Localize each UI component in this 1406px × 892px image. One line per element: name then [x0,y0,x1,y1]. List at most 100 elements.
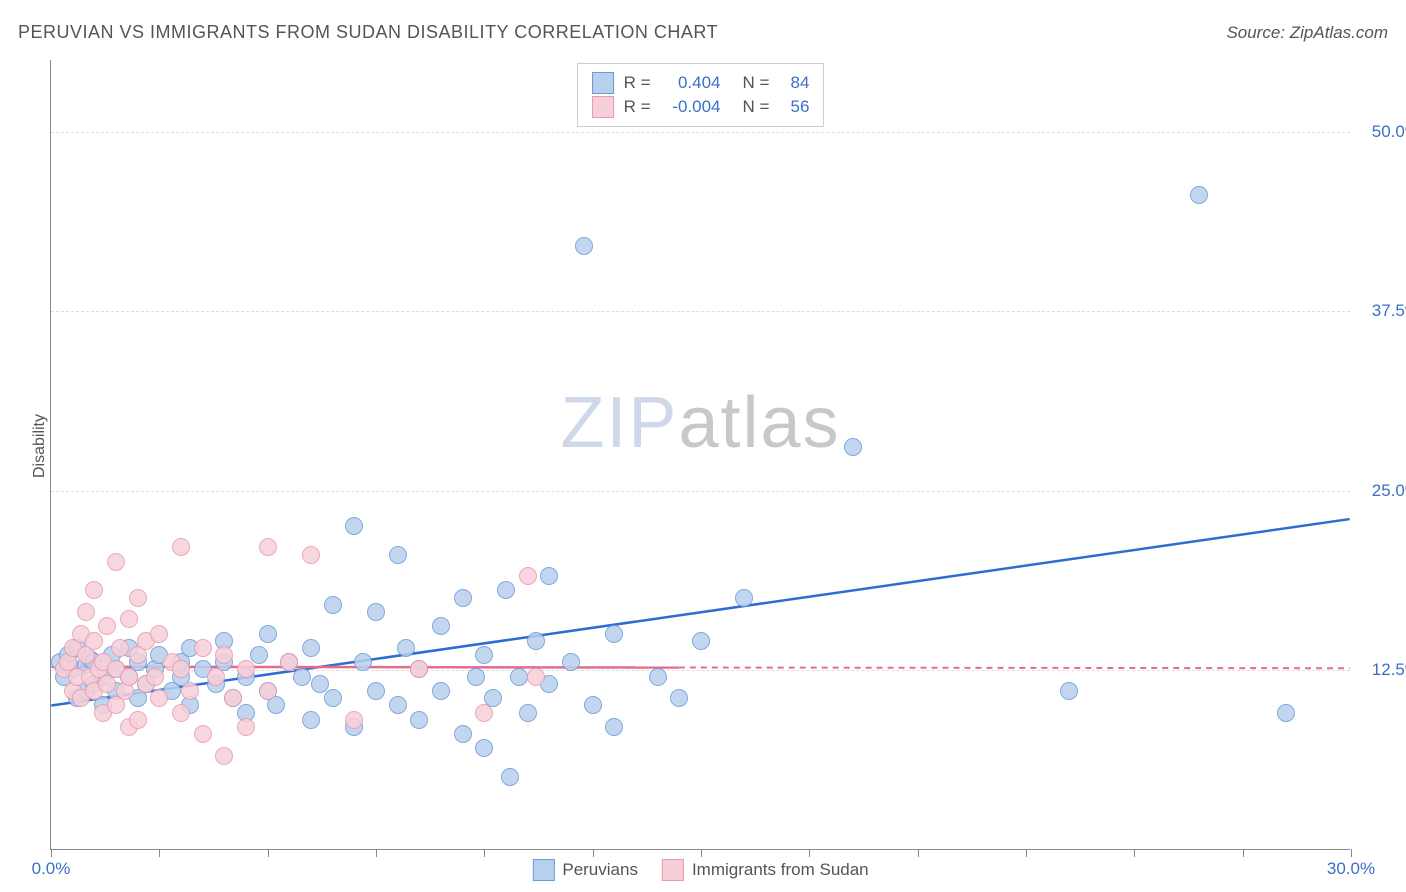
x-tick [1351,849,1352,857]
data-point [519,567,537,585]
series-swatch [592,72,614,94]
data-point [129,711,147,729]
gridline [51,491,1350,492]
data-point [510,668,528,686]
data-point [120,610,138,628]
data-point [389,696,407,714]
data-point [410,660,428,678]
data-point [237,718,255,736]
data-point [111,639,129,657]
data-point [540,567,558,585]
data-point [302,711,320,729]
data-point [324,596,342,614]
data-point [367,682,385,700]
data-point [98,617,116,635]
data-point [345,711,363,729]
data-point [475,646,493,664]
data-point [224,689,242,707]
data-point [649,668,667,686]
legend-label: Peruvians [562,860,638,880]
watermark-atlas: atlas [678,383,840,463]
legend-swatch [532,859,554,881]
data-point [259,625,277,643]
data-point [259,538,277,556]
x-tick [1026,849,1027,857]
data-point [527,668,545,686]
stat-n-value: 84 [779,73,809,93]
stat-r-label: R = [624,73,651,93]
data-point [1277,704,1295,722]
data-point [670,689,688,707]
data-point [146,668,164,686]
data-point [302,639,320,657]
data-point [120,668,138,686]
data-point [172,660,190,678]
stat-n-value: 56 [779,97,809,117]
data-point [735,589,753,607]
data-point [692,632,710,650]
data-point [844,438,862,456]
stat-r-value: 0.404 [661,73,721,93]
x-tick [918,849,919,857]
data-point [519,704,537,722]
watermark-zip: ZIP [560,383,678,463]
data-point [293,668,311,686]
y-tick-label: 50.0% [1372,122,1406,142]
data-point [354,653,372,671]
series-swatch [592,96,614,118]
x-tick [809,849,810,857]
legend-item: Peruvians [532,859,638,881]
data-point [454,725,472,743]
data-point [454,589,472,607]
x-tick [701,849,702,857]
legend-swatch [662,859,684,881]
x-tick [51,849,52,857]
data-point [432,682,450,700]
watermark: ZIPatlas [560,382,840,464]
data-point [85,581,103,599]
data-point [129,589,147,607]
data-point [311,675,329,693]
legend: Peruvians Immigrants from Sudan [532,859,868,881]
data-point [584,696,602,714]
y-axis-label: Disability [31,414,49,478]
data-point [215,646,233,664]
data-point [150,689,168,707]
data-point [302,546,320,564]
x-tick [1134,849,1135,857]
data-point [259,682,277,700]
gridline [51,132,1350,133]
data-point [389,546,407,564]
data-point [467,668,485,686]
source-label: Source: ZipAtlas.com [1226,23,1388,43]
y-tick-label: 25.0% [1372,481,1406,501]
data-point [85,632,103,650]
data-point [207,668,225,686]
plot-area: ZIPatlas R =0.404N =84R =-0.004N =56 Per… [50,60,1350,850]
data-point [562,653,580,671]
stats-row: R =-0.004N =56 [592,96,810,118]
data-point [497,581,515,599]
data-point [605,718,623,736]
correlation-stats-box: R =0.404N =84R =-0.004N =56 [577,63,825,127]
stats-row: R =0.404N =84 [592,72,810,94]
data-point [250,646,268,664]
stat-r-value: -0.004 [661,97,721,117]
data-point [150,625,168,643]
data-point [324,689,342,707]
y-tick-label: 12.5% [1372,660,1406,680]
y-tick-label: 37.5% [1372,301,1406,321]
x-tick [376,849,377,857]
data-point [194,725,212,743]
legend-label: Immigrants from Sudan [692,860,869,880]
data-point [432,617,450,635]
data-point [1190,186,1208,204]
data-point [181,682,199,700]
x-tick [159,849,160,857]
data-point [501,768,519,786]
data-point [575,237,593,255]
data-point [410,711,428,729]
data-point [367,603,385,621]
data-point [280,653,298,671]
x-tick [484,849,485,857]
